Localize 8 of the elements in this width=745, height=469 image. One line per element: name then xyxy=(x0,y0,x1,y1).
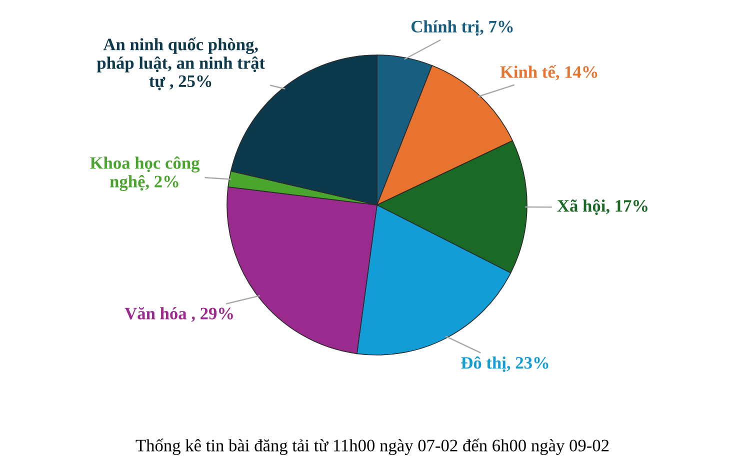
text: Thống kê tin bài đăng tải từ 11h00 ngày 07-02 đến 6h00 ngày 09-02 xyxy=(136,438,609,455)
slice-label: Xã hội, 17% xyxy=(557,199,648,215)
slice-label: Chính trị, 7% xyxy=(411,20,513,36)
slice-label: Kinh tế, 14% xyxy=(500,65,598,80)
slice-label: Khoa học công nghệ, 2% xyxy=(90,156,200,192)
slice-label: Văn hóa , 29% xyxy=(124,307,233,322)
slice-label: An ninh quốc phòng, pháp luật, an ninh trật tự , 25% xyxy=(96,38,265,90)
slice-label: Đô thị, 23% xyxy=(461,356,548,372)
